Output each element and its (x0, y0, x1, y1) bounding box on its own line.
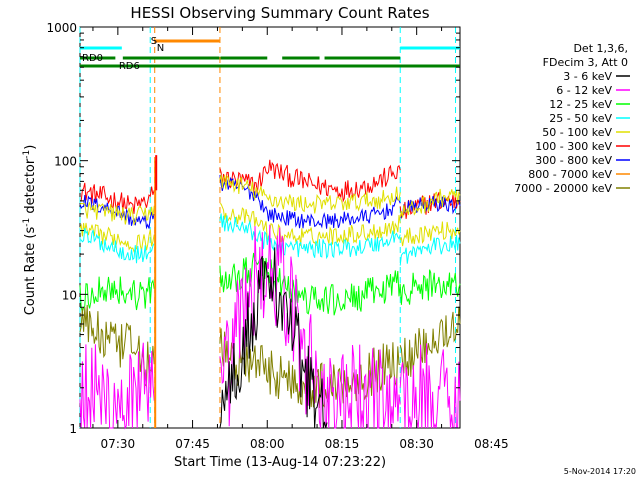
y-axis-label-mid: detector (23, 158, 38, 218)
y-tick-label: 100 (54, 155, 77, 169)
y-axis-label-sup2: -1 (22, 150, 32, 159)
y-tick-label: 1 (69, 422, 77, 436)
series-line (219, 328, 401, 409)
plot-area: SN RD0 RD6 1 10 100 1000 07:30 07:45 08:00 08:15… (46, 21, 508, 451)
legend-entry-label: 100 - 300 keV (535, 140, 612, 153)
y-axis-label-end: ) (23, 145, 38, 150)
series-line (219, 213, 401, 260)
x-tick-label: 08:00 (250, 437, 285, 451)
legend-entry-label: 7000 - 20000 keV (514, 182, 612, 195)
legend-entry-label: 50 - 100 keV (542, 126, 612, 139)
series-line (219, 247, 328, 429)
series-line (219, 175, 401, 229)
series-line (399, 269, 461, 305)
legend-header-2: FDecim 3, Att 0 (543, 56, 628, 69)
legend-entry-label: 25 - 50 keV (549, 112, 612, 125)
x-tick-label: 08:15 (325, 437, 360, 451)
chart-title: HESSI Observing Summary Count Rates (130, 4, 429, 22)
series-line (79, 202, 155, 226)
series-line (399, 343, 461, 429)
y-tick-label: 10 (62, 288, 77, 302)
y-tick-label: 1000 (46, 21, 77, 35)
footer-timestamp: 5-Nov-2014 17:20 (564, 467, 636, 476)
rd0-label: RD0 (82, 53, 103, 64)
x-tick-label: 07:45 (175, 437, 210, 451)
y-axis-ticks: 1 10 100 1000 (46, 21, 460, 436)
night-label: N (157, 43, 164, 54)
series-line (219, 173, 401, 214)
series-line (399, 188, 461, 218)
rd6-label: RD6 (119, 61, 140, 72)
series-line (219, 159, 401, 203)
y-axis-label-sup1: -1 (22, 218, 32, 227)
y-axis-label: Count Rate (s-1 detector-1) (22, 145, 38, 316)
x-tick-label: 08:45 (474, 437, 509, 451)
series-line (399, 221, 461, 247)
series-line (79, 276, 155, 314)
series-line (79, 227, 155, 264)
x-tick-label: 07:30 (101, 437, 136, 451)
series-layer (79, 155, 461, 430)
x-axis-ticks: 07:30 07:45 08:00 08:15 08:30 08:45 (92, 27, 509, 451)
legend-entry-label: 800 - 7000 keV (528, 168, 612, 181)
legend-header-1: Det 1,3,6, (573, 42, 628, 55)
series-line (79, 342, 155, 430)
legend-entry-label: 6 - 12 keV (556, 84, 612, 97)
series-line (399, 306, 461, 377)
x-axis-label: Start Time (13-Aug-14 07:23:22) (174, 455, 386, 470)
x-tick-label: 08:30 (399, 437, 434, 451)
y-axis-label-main: Count Rate (s (23, 227, 38, 316)
series-line (399, 235, 461, 266)
series-line (219, 224, 401, 429)
saa-label: S (151, 36, 157, 47)
legend-entry-label: 12 - 25 keV (549, 98, 612, 111)
legend-entry-label: 3 - 6 keV (563, 70, 612, 83)
legend-entry-label: 300 - 800 keV (535, 154, 612, 167)
